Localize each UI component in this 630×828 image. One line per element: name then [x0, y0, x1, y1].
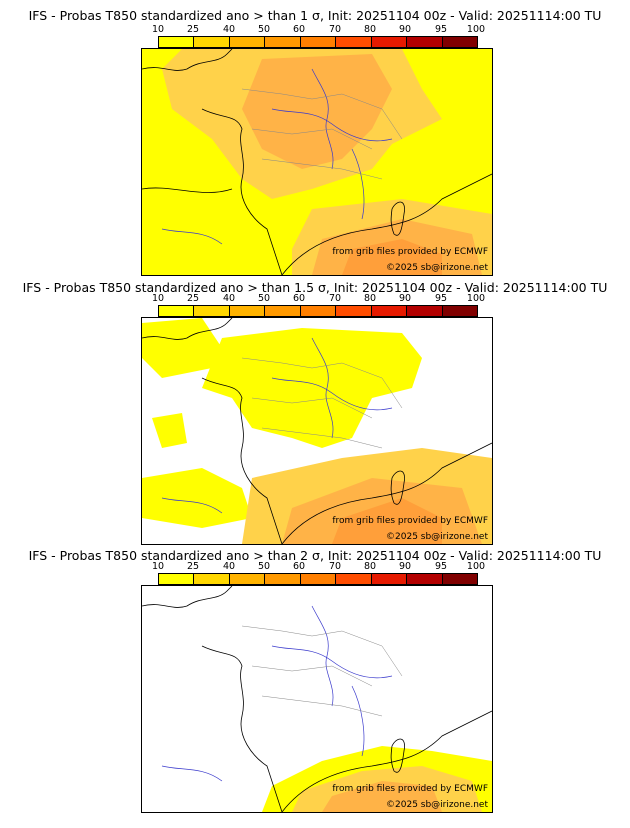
credit-copyright: ©2025 sb@irizone.net: [386, 532, 488, 542]
tick-label: 70: [328, 293, 342, 304]
colorbar-swatch: [442, 37, 477, 47]
rivers: [161, 68, 393, 245]
borders: [241, 625, 403, 717]
map-graphic: [142, 49, 492, 275]
tick-label: 40: [222, 24, 236, 35]
colorbar-swatch: [300, 37, 337, 47]
colorbar-swatch: [265, 306, 301, 316]
map-graphic: [142, 318, 492, 544]
prob-10-area: [142, 468, 252, 528]
tick-label: 50: [257, 24, 271, 35]
tick-label: 25: [186, 24, 200, 35]
tick-label: 95: [434, 561, 448, 572]
tick-label: 50: [257, 293, 271, 304]
credit-source: from grib files provided by ECMWF: [332, 516, 488, 526]
tick-label: 25: [186, 293, 200, 304]
colorbar-swatch: [229, 574, 266, 584]
tick-label: 100: [466, 293, 486, 304]
colorbar-ticks: 10 25 40 50 60 70 80 90 95 100: [152, 24, 485, 35]
tick-label: 80: [363, 561, 377, 572]
borders: [241, 357, 403, 449]
tick-label: 60: [292, 561, 306, 572]
tick-label: 95: [434, 293, 448, 304]
colorbar-swatch: [300, 306, 337, 316]
panel-title: IFS - Probas T850 standardized ano > tha…: [22, 280, 608, 295]
credit-copyright: ©2025 sb@irizone.net: [386, 800, 488, 810]
colorbar-swatch: [407, 37, 443, 47]
colorbar-swatch: [336, 37, 372, 47]
colorbar-swatch: [265, 574, 301, 584]
colorbar-swatch: [371, 37, 408, 47]
rivers: [161, 605, 393, 782]
borders: [241, 88, 403, 180]
prob-10-area: [142, 318, 222, 378]
tick-label: 40: [222, 561, 236, 572]
colorbar-swatch: [229, 306, 266, 316]
tick-label: 10: [151, 293, 165, 304]
colorbar-swatch: [159, 574, 195, 584]
tick-label: 90: [398, 293, 412, 304]
map-graphic: [142, 586, 492, 812]
credit-source: from grib files provided by ECMWF: [332, 247, 488, 257]
panel-title: IFS - Probas T850 standardized ano > tha…: [28, 8, 602, 23]
colorbar-swatch: [442, 306, 477, 316]
colorbar-ticks: 10 25 40 50 60 70 80 90 95 100: [152, 561, 485, 572]
tick-label: 80: [363, 24, 377, 35]
probability-map: from grib files provided by ECMWF ©2025 …: [141, 317, 493, 545]
colorbar-swatch: [407, 306, 443, 316]
colorbar-swatch: [371, 574, 408, 584]
prob-10-area: [152, 413, 187, 448]
tick-label: 80: [363, 293, 377, 304]
tick-label: 90: [398, 561, 412, 572]
colorbar-swatch: [194, 306, 230, 316]
rivers: [161, 337, 393, 514]
tick-label: 10: [151, 24, 165, 35]
colorbar-swatch: [159, 306, 195, 316]
tick-label: 60: [292, 24, 306, 35]
colorbar-swatch: [336, 306, 372, 316]
colorbar-swatch: [407, 574, 443, 584]
tick-label: 25: [186, 561, 200, 572]
panel-title: IFS - Probas T850 standardized ano > tha…: [28, 548, 602, 563]
tick-label: 100: [466, 24, 486, 35]
prob-50-south-area: [342, 239, 442, 275]
probability-map: from grib files provided by ECMWF ©2025 …: [141, 48, 493, 276]
credit-copyright: ©2025 sb@irizone.net: [386, 263, 488, 273]
colorbar-swatch: [194, 574, 230, 584]
coastlines: [142, 586, 492, 812]
prob-40-south-area: [322, 781, 442, 812]
colorbar: [158, 305, 478, 317]
coastlines: [142, 318, 492, 544]
tick-label: 95: [434, 24, 448, 35]
colorbar-swatch: [194, 37, 230, 47]
colorbar-swatch: [371, 306, 408, 316]
tick-label: 100: [466, 561, 486, 572]
colorbar: [158, 573, 478, 585]
colorbar: [158, 36, 478, 48]
credit-source: from grib files provided by ECMWF: [332, 784, 488, 794]
panel-2sigma: IFS - Probas T850 standardized ano > tha…: [0, 540, 630, 828]
panel-1p5sigma: IFS - Probas T850 standardized ano > tha…: [0, 272, 630, 552]
tick-label: 90: [398, 24, 412, 35]
coastlines: [142, 49, 492, 275]
colorbar-swatch: [442, 574, 477, 584]
tick-label: 70: [328, 561, 342, 572]
tick-label: 70: [328, 24, 342, 35]
colorbar-swatch: [229, 37, 266, 47]
probability-map: from grib files provided by ECMWF ©2025 …: [141, 585, 493, 813]
prob-10-area: [202, 328, 422, 448]
prob-50-south-area: [332, 498, 442, 544]
tick-label: 10: [151, 561, 165, 572]
colorbar-swatch: [265, 37, 301, 47]
panel-1sigma: IFS - Probas T850 standardized ano > tha…: [0, 0, 630, 280]
tick-label: 60: [292, 293, 306, 304]
tick-label: 40: [222, 293, 236, 304]
colorbar-swatch: [159, 37, 195, 47]
colorbar-swatch: [300, 574, 337, 584]
tick-label: 50: [257, 561, 271, 572]
colorbar-swatch: [336, 574, 372, 584]
colorbar-ticks: 10 25 40 50 60 70 80 90 95 100: [152, 293, 485, 304]
